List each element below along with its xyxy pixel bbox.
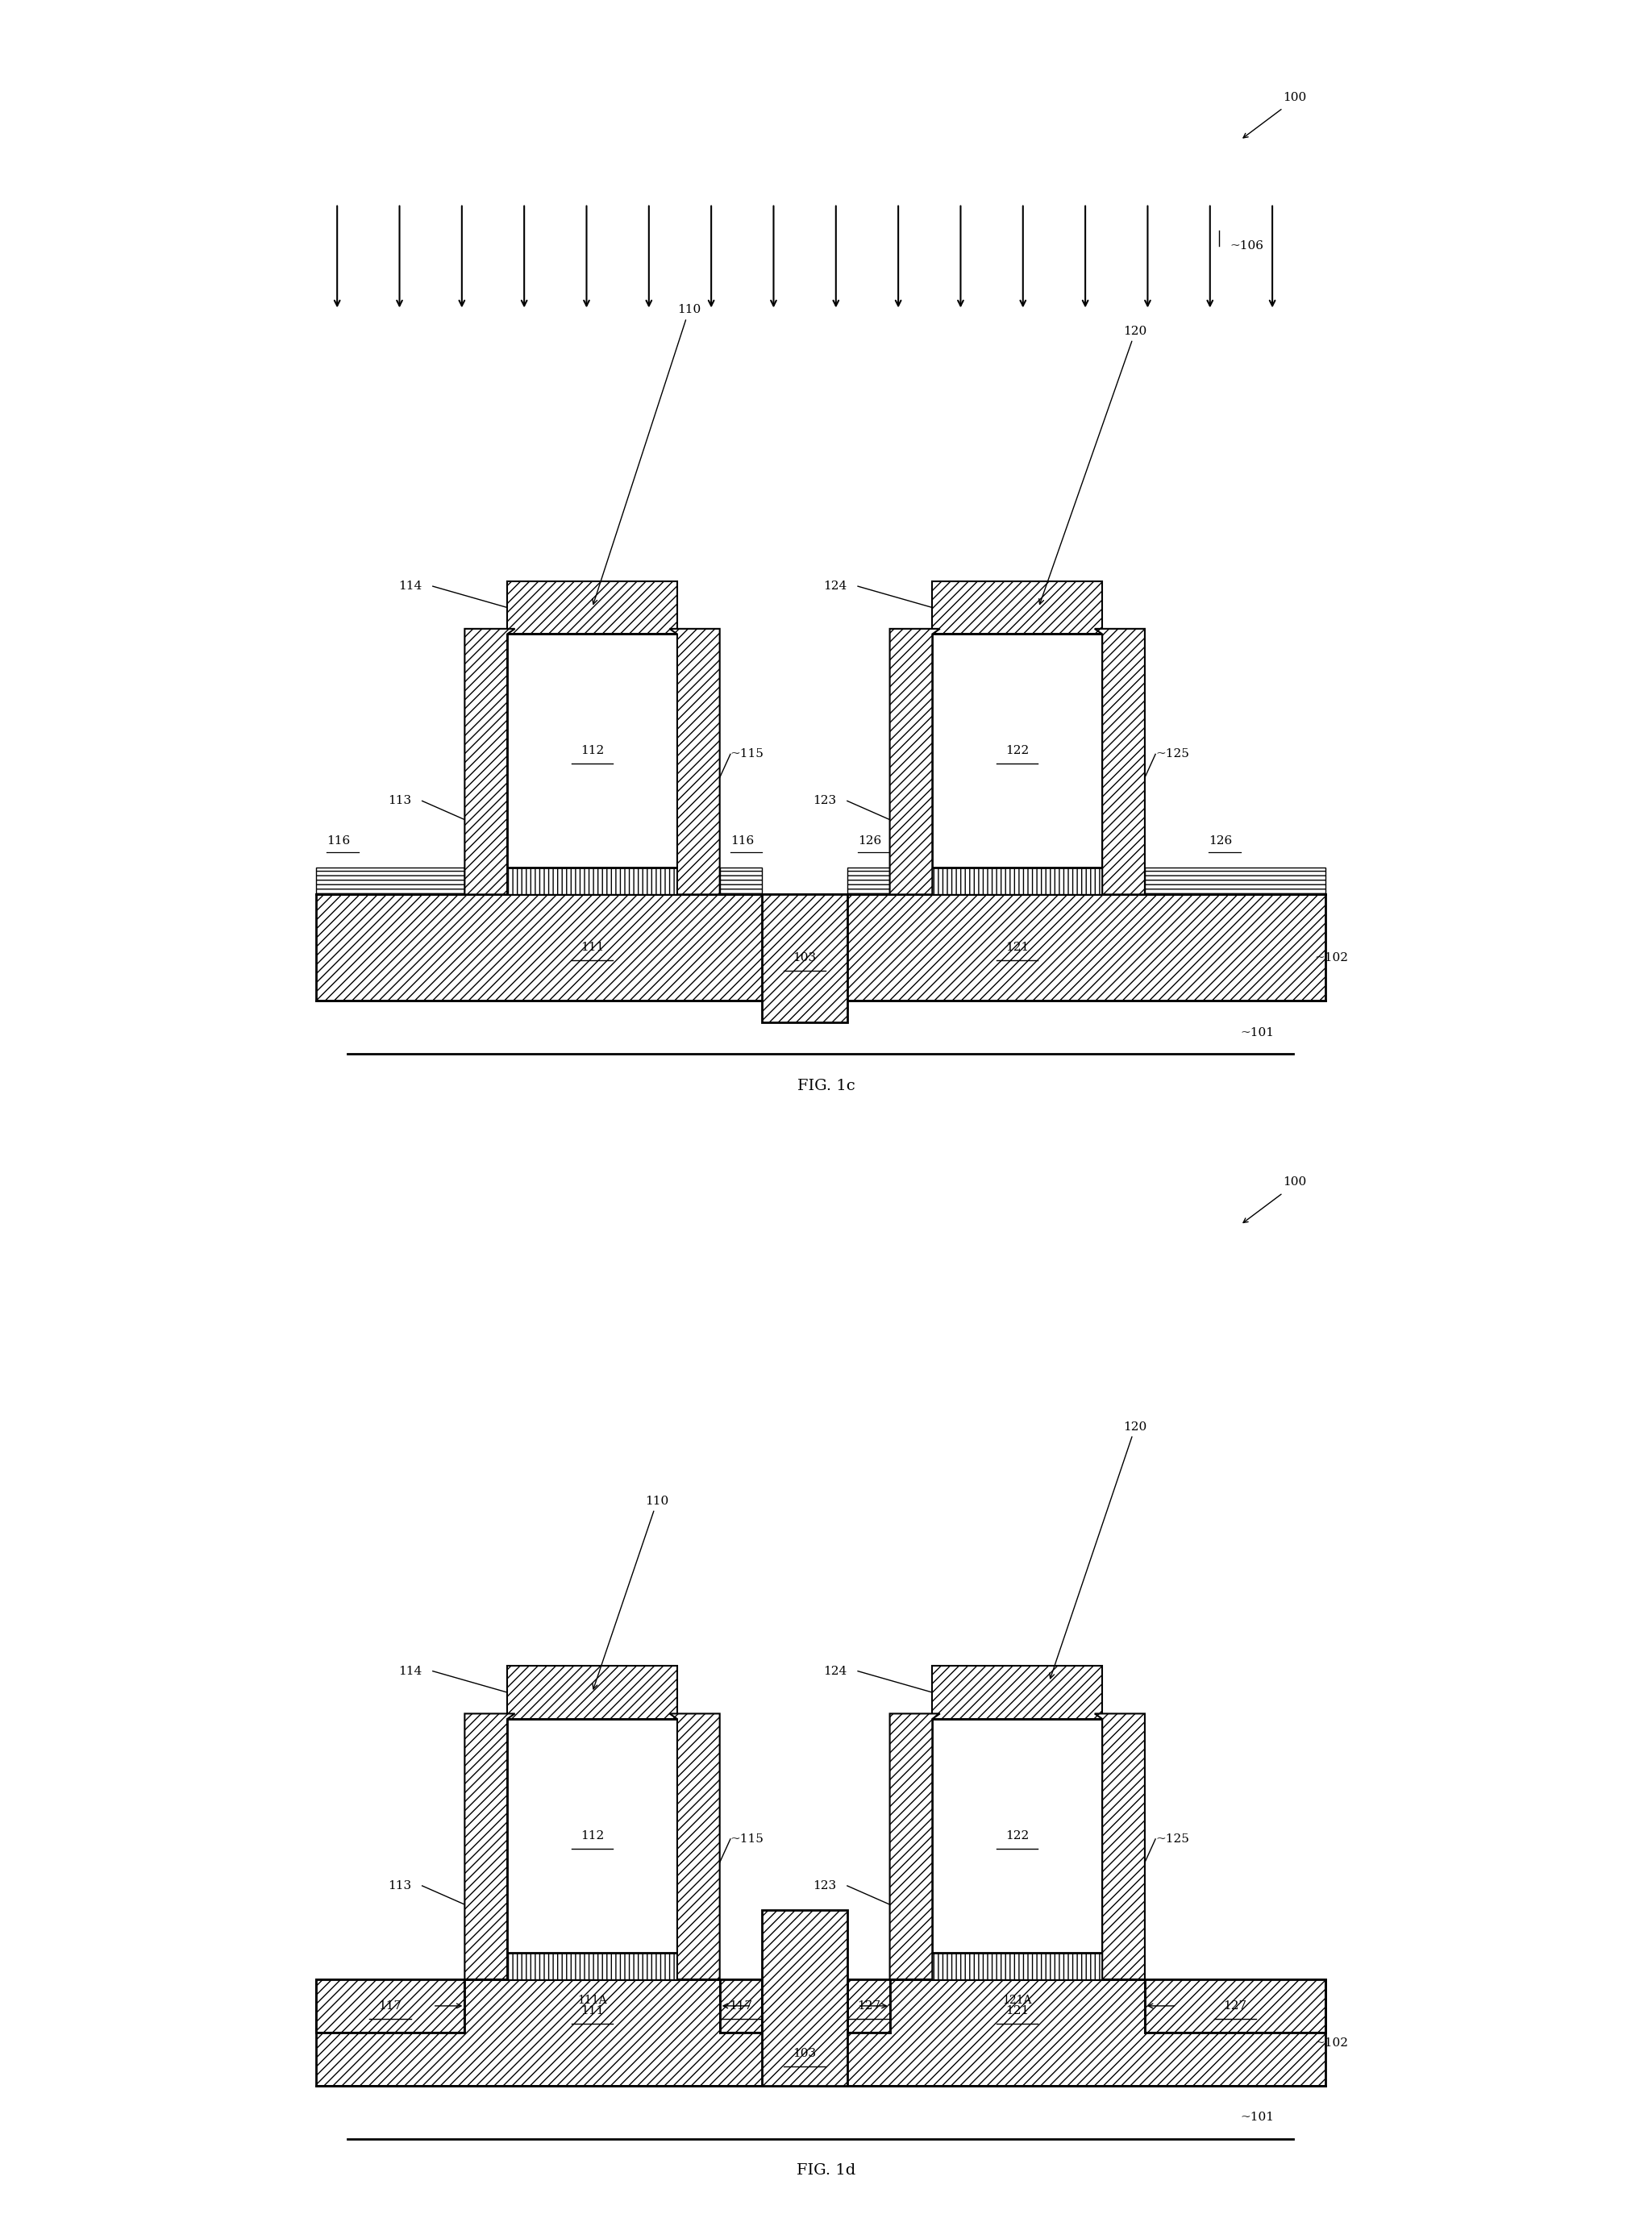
Text: 121: 121 — [1006, 2006, 1029, 2017]
Polygon shape — [890, 629, 940, 894]
Bar — [932, 1665, 1102, 1718]
Text: 117: 117 — [378, 1999, 401, 2013]
Bar — [507, 580, 677, 633]
Bar — [762, 1911, 847, 2086]
Bar — [507, 868, 677, 894]
Text: ~115: ~115 — [730, 1833, 765, 1844]
Bar — [507, 633, 677, 868]
Text: 116: 116 — [327, 835, 350, 846]
Text: ~101: ~101 — [1241, 2112, 1274, 2123]
Text: 124: 124 — [824, 1665, 847, 1676]
Bar — [847, 868, 890, 894]
Text: 113: 113 — [388, 795, 411, 806]
Bar — [507, 1718, 677, 1953]
Polygon shape — [669, 1714, 720, 1979]
Bar — [316, 1979, 1325, 2086]
Text: 110: 110 — [593, 1494, 669, 1689]
Text: ~125: ~125 — [1155, 1833, 1189, 1844]
Text: 121A: 121A — [1003, 1995, 1032, 2006]
Text: 112: 112 — [580, 746, 605, 757]
Text: ~101: ~101 — [1241, 1027, 1274, 1038]
Bar — [507, 1665, 677, 1718]
Text: 117: 117 — [729, 1999, 753, 2013]
Bar — [932, 580, 1102, 633]
Text: 111: 111 — [580, 2006, 605, 2017]
Text: 100: 100 — [1284, 1176, 1307, 1189]
Polygon shape — [669, 629, 720, 894]
Text: 114: 114 — [398, 580, 423, 591]
Bar — [720, 1979, 762, 2032]
Polygon shape — [464, 1714, 515, 1979]
Text: ~115: ~115 — [730, 748, 765, 759]
Polygon shape — [890, 1714, 940, 1979]
Bar — [316, 868, 464, 894]
Text: 116: 116 — [730, 835, 753, 846]
Text: 127: 127 — [857, 1999, 881, 2013]
Bar — [932, 633, 1102, 868]
Text: 126: 126 — [1209, 835, 1232, 846]
Text: ~106: ~106 — [1229, 241, 1264, 252]
Text: 126: 126 — [857, 835, 882, 846]
Text: 121: 121 — [1006, 941, 1029, 954]
Text: ~102: ~102 — [1315, 2037, 1348, 2048]
Text: 113: 113 — [388, 1880, 411, 1891]
Text: 114: 114 — [398, 1665, 423, 1676]
Text: FIG. 1d: FIG. 1d — [796, 2163, 856, 2179]
Bar — [720, 868, 762, 894]
Polygon shape — [1095, 1714, 1145, 1979]
Text: 100: 100 — [1284, 91, 1307, 104]
Text: 127: 127 — [1224, 1999, 1247, 2013]
Text: 123: 123 — [813, 795, 836, 806]
Bar — [1145, 868, 1325, 894]
Bar — [847, 1979, 890, 2032]
Text: 124: 124 — [824, 580, 847, 591]
Text: 111: 111 — [580, 941, 605, 954]
Bar — [932, 1718, 1102, 1953]
Text: 103: 103 — [793, 952, 816, 963]
Bar — [507, 1953, 677, 1979]
Text: 111A: 111A — [578, 1995, 606, 2006]
Text: FIG. 1c: FIG. 1c — [796, 1078, 856, 1094]
Text: ~102: ~102 — [1315, 952, 1348, 963]
Polygon shape — [464, 629, 515, 894]
Text: 112: 112 — [580, 1831, 605, 1842]
Text: 123: 123 — [813, 1880, 836, 1891]
Text: 110: 110 — [593, 303, 700, 604]
Text: ~125: ~125 — [1155, 748, 1189, 759]
Bar — [1145, 1979, 1325, 2032]
Text: 103: 103 — [793, 2048, 816, 2059]
Bar — [316, 894, 1325, 1001]
Bar — [762, 894, 847, 1023]
Text: 120: 120 — [1039, 325, 1146, 604]
Polygon shape — [1095, 629, 1145, 894]
Bar — [932, 868, 1102, 894]
Bar — [316, 1979, 464, 2032]
Text: 120: 120 — [1049, 1421, 1146, 1678]
Text: 122: 122 — [1006, 746, 1029, 757]
Bar — [932, 1953, 1102, 1979]
Text: 122: 122 — [1006, 1831, 1029, 1842]
